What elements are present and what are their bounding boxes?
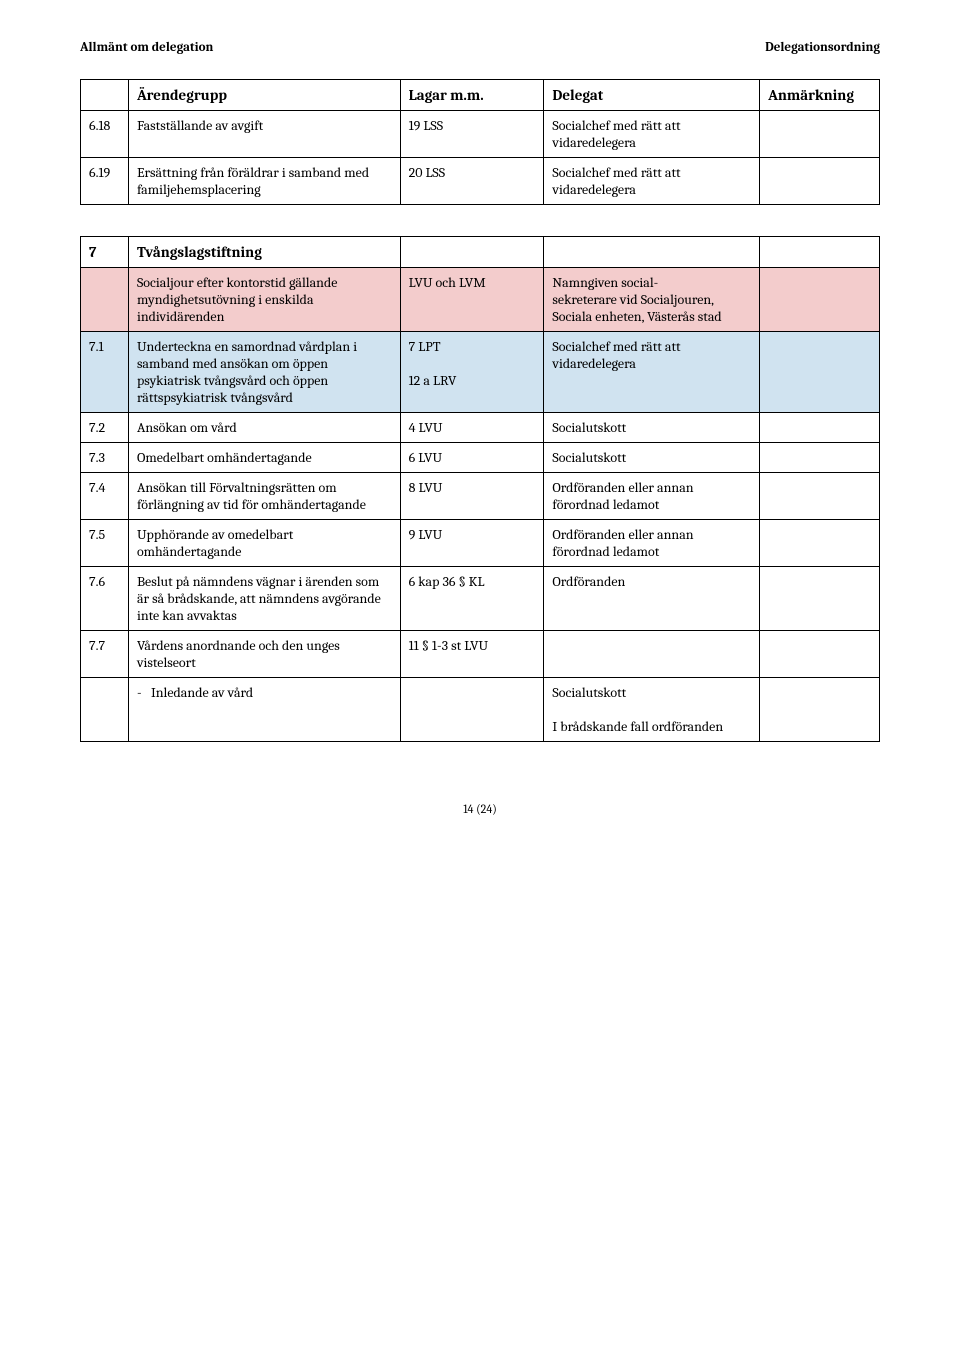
cell-delegat: Namngiven social- sekreterare vid Social…: [544, 268, 760, 332]
cell-anm: [760, 237, 880, 268]
table-row-highlighted: 7.1 Underteckna en samordnad vårdplan i …: [81, 332, 880, 413]
cell-anm: [760, 413, 880, 443]
cell-delegat: Socialutskott: [544, 413, 760, 443]
cell-anm: [760, 678, 880, 742]
cell-lagar: [400, 237, 544, 268]
cell-anm: [760, 111, 880, 158]
cell-arende: Ansökan om vård: [128, 413, 400, 443]
cell-num: 7: [81, 237, 129, 268]
table-row: 6.18 Fastställande av avgift 19 LSS Soci…: [81, 111, 880, 158]
cell-arende: Underteckna en samordnad vårdplan i samb…: [128, 332, 400, 413]
cell-arende: Socialjour efter kontorstid gällande myn…: [128, 268, 400, 332]
cell-lagar: 7 LPT 12 a LRV: [400, 332, 544, 413]
cell-arende: Vårdens anordnande och den unges vistels…: [128, 631, 400, 678]
cell-arende: Omedelbart omhändertagande: [128, 443, 400, 473]
cell-num: 7.1: [81, 332, 129, 413]
cell-arende: Tvångslagstiftning: [128, 237, 400, 268]
col-header-lagar: Lagar m.m.: [400, 80, 544, 111]
table-row: 6.19 Ersättning från föräldrar i samband…: [81, 158, 880, 205]
cell-lagar: 11 § 1-3 st LVU: [400, 631, 544, 678]
cell-anm: [760, 158, 880, 205]
cell-lagar: 20 LSS: [400, 158, 544, 205]
cell-lagar: [400, 678, 544, 742]
delegation-table: Ärendegrupp Lagar m.m. Delegat Anmärknin…: [80, 79, 880, 742]
cell-anm: [760, 443, 880, 473]
cell-anm: [760, 332, 880, 413]
cell-delegat: Socialchef med rätt att vidaredelegera: [544, 158, 760, 205]
cell-anm: [760, 631, 880, 678]
cell-lagar: 19 LSS: [400, 111, 544, 158]
table-row: 7.5 Upphörande av omedelbart omhändertag…: [81, 520, 880, 567]
cell-delegat: Socialchef med rätt att vidaredelegera: [544, 332, 760, 413]
cell-delegat: Socialutskott I brådskande fall ordföran…: [544, 678, 760, 742]
cell-num: 7.3: [81, 443, 129, 473]
cell-delegat: Ordföranden eller annan förordnad ledamo…: [544, 473, 760, 520]
table-row: 7.7 Vårdens anordnande och den unges vis…: [81, 631, 880, 678]
page-number: 14 (24): [80, 802, 880, 816]
cell-anm: [760, 268, 880, 332]
cell-anm: [760, 520, 880, 567]
table-row: 7.2 Ansökan om vård 4 LVU Socialutskott: [81, 413, 880, 443]
cell-lagar: LVU och LVM: [400, 268, 544, 332]
table-row: 7.4 Ansökan till Förvaltningsrätten om f…: [81, 473, 880, 520]
table-row: Inledande av vård Socialutskott I brådsk…: [81, 678, 880, 742]
col-header-anm: Anmärkning: [760, 80, 880, 111]
cell-num: 6.19: [81, 158, 129, 205]
cell-lagar: 9 LVU: [400, 520, 544, 567]
table-row: 7.3 Omedelbart omhändertagande 6 LVU Soc…: [81, 443, 880, 473]
cell-arende: Beslut på nämndens vägnar i ärenden som …: [128, 567, 400, 631]
table-row: 7.6 Beslut på nämndens vägnar i ärenden …: [81, 567, 880, 631]
cell-arende: Ansökan till Förvaltningsrätten om förlä…: [128, 473, 400, 520]
page-header: Allmänt om delegation Delegationsordning: [80, 40, 880, 55]
cell-num: 7.7: [81, 631, 129, 678]
col-header-arende: Ärendegrupp: [128, 80, 400, 111]
table-row-highlighted: Socialjour efter kontorstid gällande myn…: [81, 268, 880, 332]
section-row: 7 Tvångslagstiftning: [81, 237, 880, 268]
cell-lagar: 4 LVU: [400, 413, 544, 443]
cell-anm: [760, 473, 880, 520]
cell-lagar: 6 LVU: [400, 443, 544, 473]
cell-num: 7.4: [81, 473, 129, 520]
cell-num: 7.2: [81, 413, 129, 443]
spacer-row: [81, 205, 880, 237]
cell-arende: Ersättning från föräldrar i samband med …: [128, 158, 400, 205]
header-right: Delegationsordning: [765, 40, 880, 55]
cell-lagar: 6 kap 36 § KL: [400, 567, 544, 631]
cell-anm: [760, 567, 880, 631]
cell-num: 6.18: [81, 111, 129, 158]
cell-arende: Upphörande av omedelbart omhändertagande: [128, 520, 400, 567]
col-header-num: [81, 80, 129, 111]
cell-delegat: Socialchef med rätt att vidaredelegera: [544, 111, 760, 158]
cell-lagar: 8 LVU: [400, 473, 544, 520]
cell-delegat: [544, 631, 760, 678]
header-left: Allmänt om delegation: [80, 40, 213, 55]
col-header-delegat: Delegat: [544, 80, 760, 111]
cell-num: [81, 268, 129, 332]
cell-delegat: Ordföranden: [544, 567, 760, 631]
cell-num: 7.6: [81, 567, 129, 631]
cell-num: 7.5: [81, 520, 129, 567]
cell-delegat: Ordföranden eller annan förordnad ledamo…: [544, 520, 760, 567]
cell-delegat: Socialutskott: [544, 443, 760, 473]
cell-delegat: [544, 237, 760, 268]
cell-num: [81, 678, 129, 742]
cell-arende: Fastställande av avgift: [128, 111, 400, 158]
cell-arende-subitem: Inledande av vård: [128, 678, 400, 742]
table-header-row: Ärendegrupp Lagar m.m. Delegat Anmärknin…: [81, 80, 880, 111]
